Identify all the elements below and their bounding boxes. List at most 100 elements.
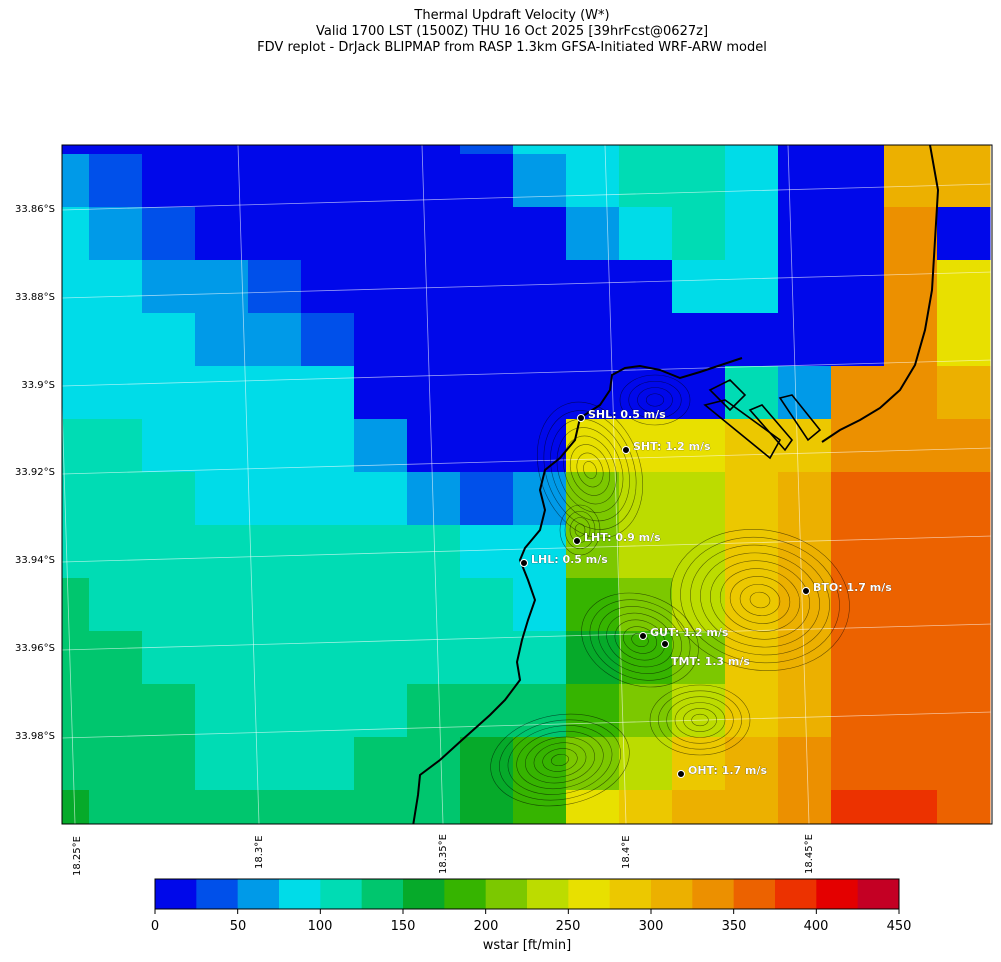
raster-cell [142, 154, 196, 208]
raster-cell [354, 578, 408, 632]
raster-cell [937, 790, 991, 824]
raster-cell [831, 313, 885, 367]
contour-line [569, 444, 611, 496]
raster-cell [89, 525, 143, 579]
raster-cell [89, 578, 143, 632]
raster-cell [248, 472, 302, 526]
raster-cell [354, 366, 408, 420]
contour-line [556, 427, 624, 513]
raster-cell [566, 472, 620, 526]
raster-cell [566, 260, 620, 314]
raster-cell [937, 578, 991, 632]
site-label-sht: SHT: 1.2 m/s [633, 440, 711, 453]
raster-cell [884, 472, 938, 526]
colorbar-segment [155, 879, 197, 909]
colorbar-segment [320, 879, 363, 909]
raster-cell [513, 578, 567, 632]
contour-line [670, 529, 850, 671]
site-lht[interactable]: LHT: 0.9 m/s [573, 531, 662, 545]
chart-title-block: Thermal Updraft Velocity (W*) Valid 1700… [0, 8, 1001, 56]
raster-cell [89, 313, 143, 367]
raster-cell [619, 419, 673, 473]
raster-cell [354, 525, 408, 579]
raster-cell [831, 472, 885, 526]
colorbar-ticks: 0 50 100 150 200 250 300 350 400 450 [151, 919, 912, 934]
raster-cell [937, 154, 991, 208]
site-tmt[interactable]: TMT: 1.3 m/s [661, 640, 751, 669]
coastline-path [703, 399, 782, 460]
raster-cell [142, 631, 196, 685]
raster-cell [89, 154, 143, 208]
raster-cell [89, 790, 143, 824]
raster-cell [513, 260, 567, 314]
raster-cell [301, 472, 355, 526]
site-gut[interactable]: GUT: 1.2 m/s [639, 626, 729, 640]
raster-cell [566, 154, 620, 208]
contour-line [498, 719, 622, 801]
contour-line [507, 725, 613, 795]
contour-line [658, 690, 742, 750]
colorbar-tick: 50 [230, 919, 247, 934]
contour-line [628, 380, 682, 420]
raster-cell [248, 684, 302, 738]
contour-line [559, 504, 601, 556]
raster-cell [460, 145, 514, 155]
lat-label: 33.96°S [15, 643, 55, 654]
site-shl[interactable]: SHL: 0.5 m/s [577, 408, 667, 422]
lat-label: 33.9°S [21, 380, 55, 391]
colorbar-tick: 100 [308, 919, 333, 934]
site-oht[interactable]: OHT: 1.7 m/s [677, 764, 768, 778]
raster-cell [513, 737, 567, 791]
lat-label: 33.88°S [15, 292, 55, 303]
raster-cell [513, 419, 567, 473]
longitude-gridline [62, 390, 76, 824]
raster-cell [619, 154, 673, 208]
raster-cell [248, 578, 302, 632]
site-bto[interactable]: BTO: 1.7 m/s [802, 581, 893, 595]
colorbar-segment [651, 879, 693, 909]
raster-cell [460, 207, 514, 261]
site-lhl[interactable]: LHL: 0.5 m/s [520, 553, 609, 567]
raster-cell [460, 684, 514, 738]
raster-cell [142, 684, 196, 738]
raster-cell [778, 525, 832, 579]
raster-cell [195, 790, 249, 824]
raster-cell [195, 472, 249, 526]
raster-cell [937, 737, 991, 791]
raster-cell [301, 737, 355, 791]
raster-cell [725, 207, 779, 261]
raster-cell [89, 145, 143, 155]
latitude-gridline [62, 447, 992, 475]
site-sht[interactable]: SHT: 1.2 m/s [622, 440, 712, 454]
title-line-2: Valid 1700 LST (1500Z) THU 16 Oct 2025 [… [315, 24, 709, 39]
raster-cell [937, 145, 991, 155]
raster-cell [831, 419, 885, 473]
raster-cell [725, 154, 779, 208]
raster-cell [89, 896, 143, 950]
raster-cell [62, 684, 90, 738]
contour-line [533, 742, 587, 778]
raster-cell [195, 145, 249, 155]
raster-cell [301, 684, 355, 738]
raster-cell [89, 684, 143, 738]
raster-cell [884, 313, 938, 367]
colorbar-label: wstar [ft/min] [483, 938, 571, 953]
raster-cell [195, 684, 249, 738]
raster-cell [142, 260, 196, 314]
raster-cell [619, 790, 673, 824]
raster-cell [725, 684, 779, 738]
contour-line [551, 753, 569, 767]
raster-cell [142, 578, 196, 632]
contour-line [637, 387, 673, 413]
raster-cell [778, 790, 832, 824]
contour-line [683, 708, 717, 732]
raster-cell [619, 207, 673, 261]
raster-cell [62, 578, 90, 632]
raster-cell [725, 525, 779, 579]
raster-cell [937, 525, 991, 579]
contour-line [619, 374, 691, 426]
raster-cell [513, 631, 567, 685]
raster-cell [884, 684, 938, 738]
site-label-lhl: LHL: 0.5 m/s [531, 553, 608, 566]
lat-label: 33.86°S [15, 204, 55, 215]
